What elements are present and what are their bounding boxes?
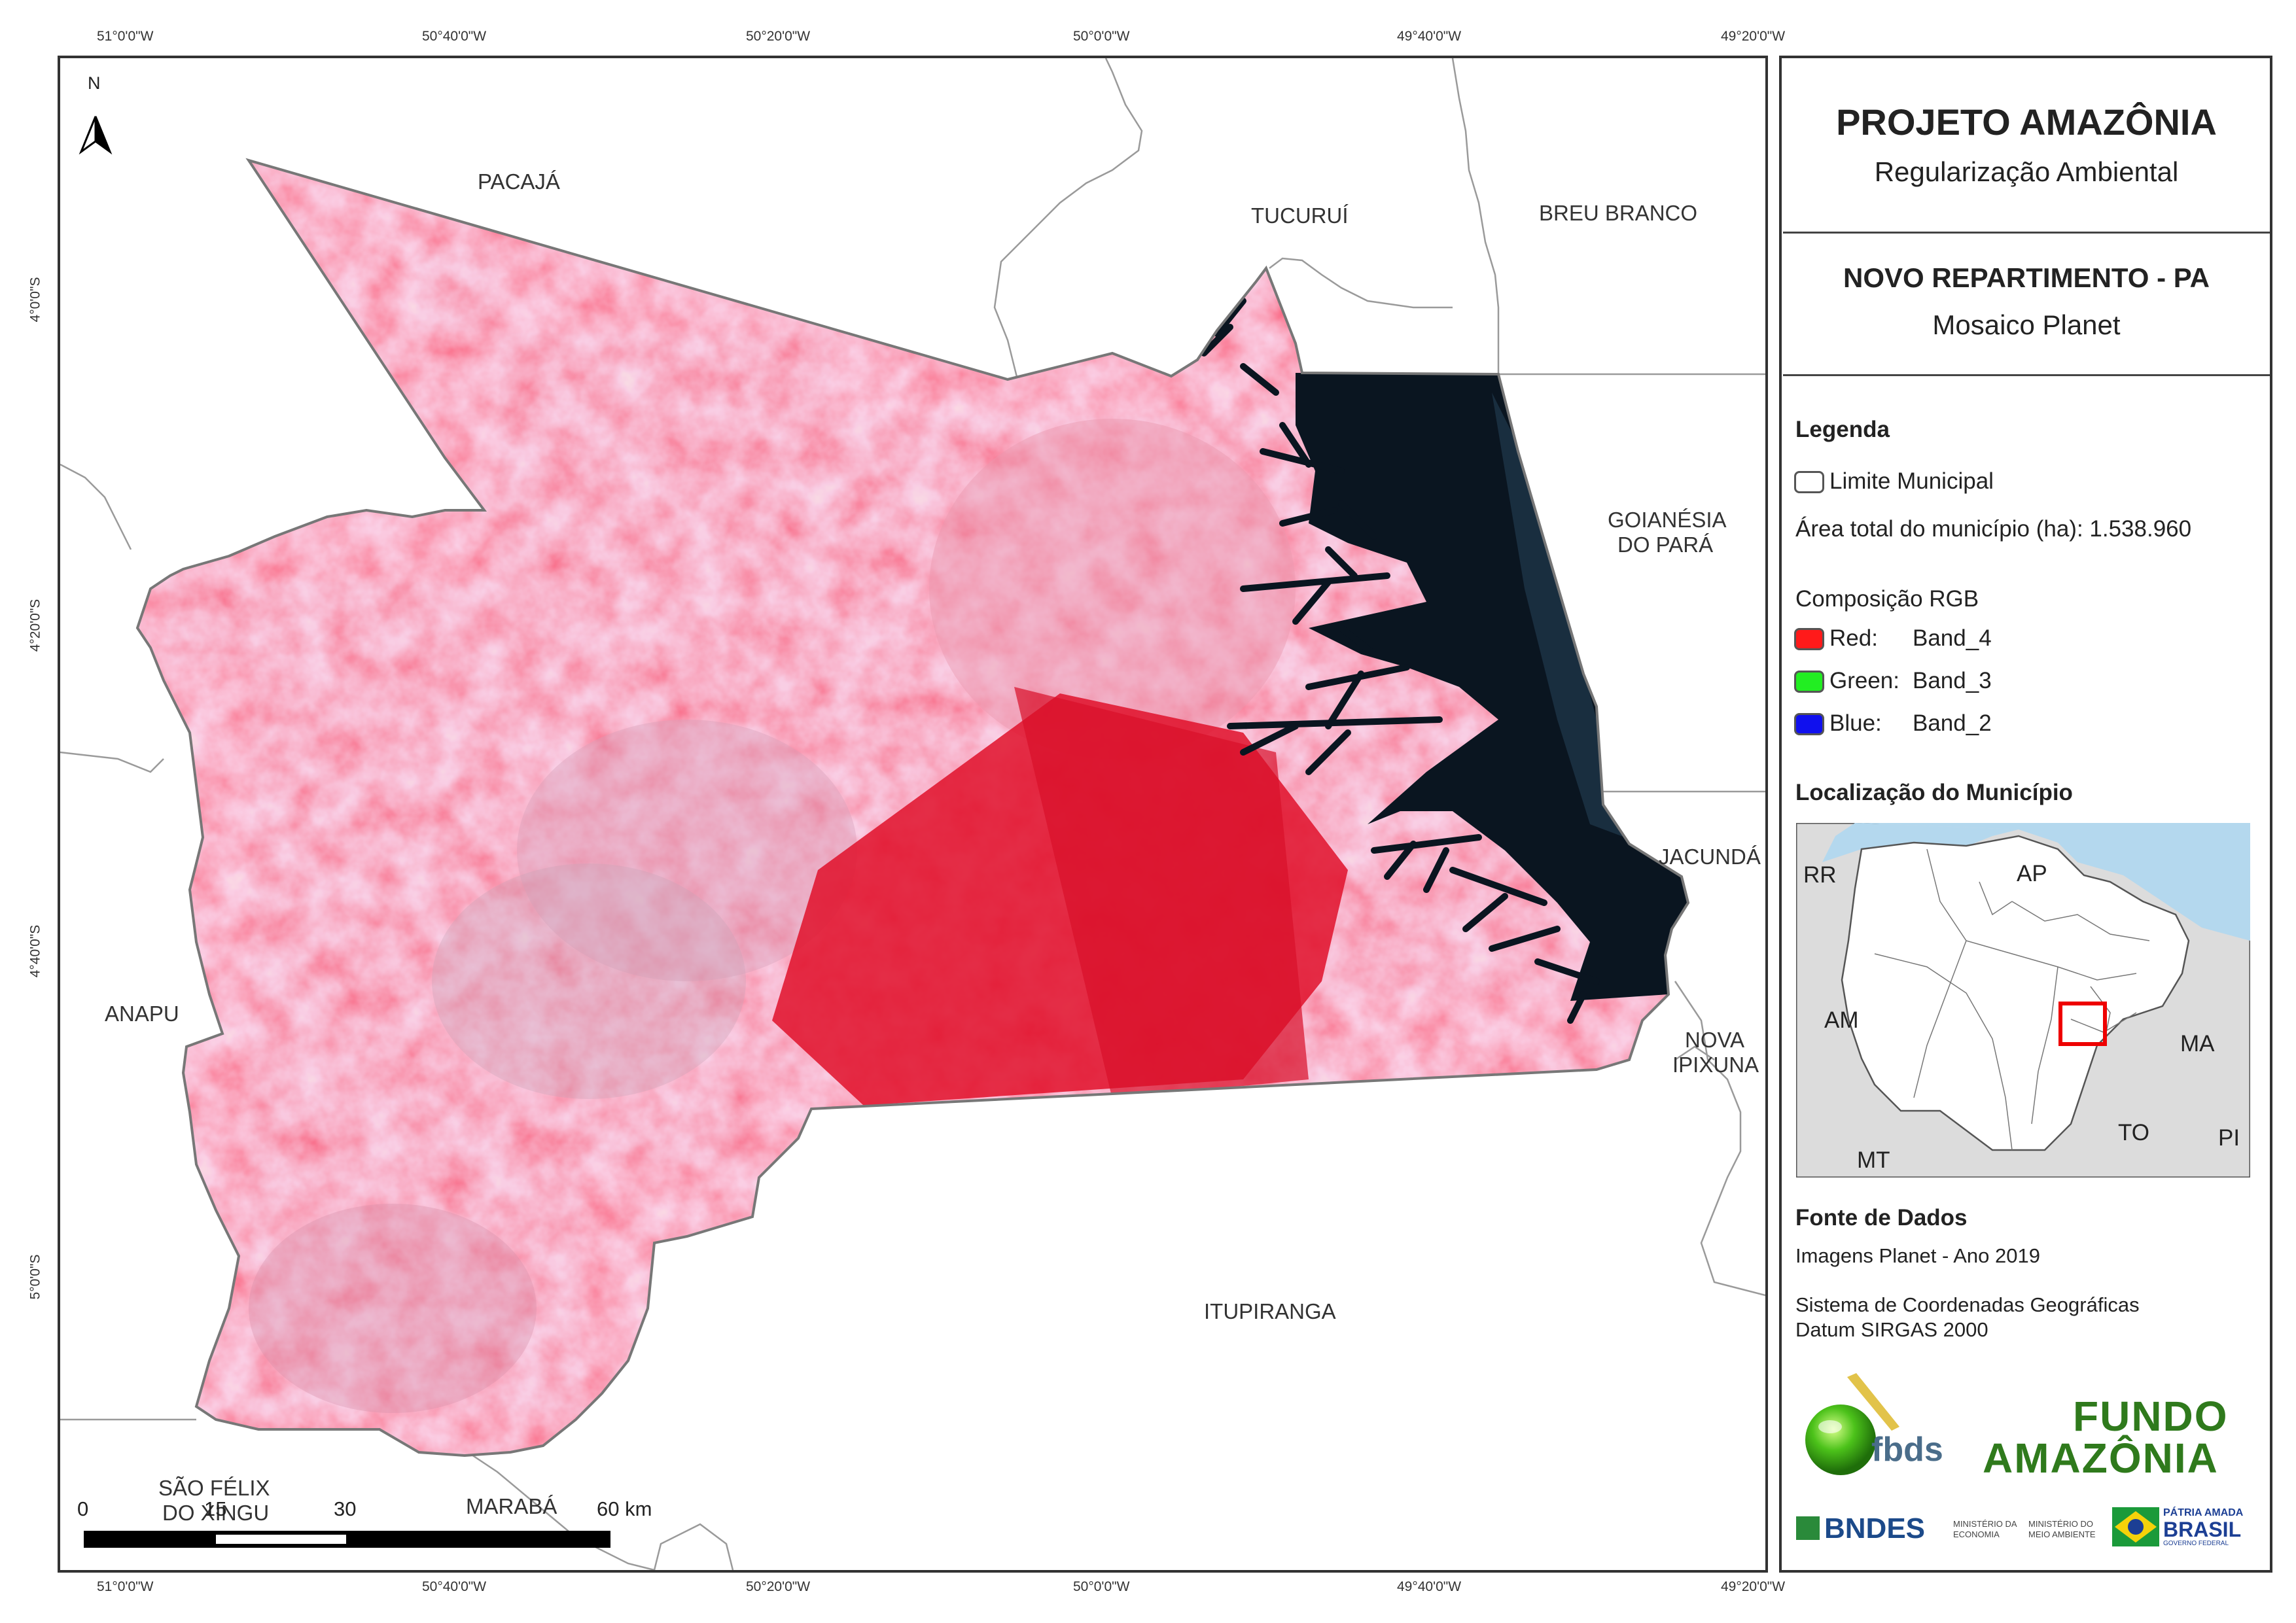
top-coord-4: 50°0'0"W — [1073, 29, 1130, 44]
brazil-flag-icon — [2112, 1507, 2159, 1546]
label-itupiranga: ITUPIRANGA — [1204, 1299, 1336, 1323]
legend-area-label: Área total do município (ha): 1.538.960 — [1795, 516, 2192, 542]
blue-band-label: Band_2 — [1913, 710, 1992, 736]
inset-label-rr: RR — [1803, 862, 1837, 888]
legend-boundary-label: Limite Municipal — [1829, 468, 1994, 494]
fbds-logo-text: fbds — [1871, 1431, 1943, 1469]
north-arrow-icon — [79, 116, 113, 155]
bottom-coord-4: 50°0'0"W — [1073, 1579, 1130, 1594]
ministry-environment-line1: MINISTÉRIO DO — [2028, 1519, 2093, 1529]
rgb-heading: Composição RGB — [1795, 586, 1979, 612]
scale-bar — [84, 1531, 610, 1548]
fundo-logo-line2: AMAZÔNIA — [1983, 1435, 2219, 1482]
patria-line2: BRASIL — [2163, 1518, 2242, 1541]
red-band-label: Band_4 — [1913, 625, 1992, 651]
crs-line-2: Datum SIRGAS 2000 — [1795, 1318, 1988, 1341]
label-sao-felix-1: SÃO FÉLIX — [158, 1476, 270, 1500]
bottom-coord-6: 49°20'0"W — [1721, 1579, 1786, 1594]
patria-line1: PÁTRIA AMADA — [2163, 1507, 2244, 1518]
inset-label-to: TO — [2118, 1120, 2149, 1145]
blue-swatch — [1794, 713, 1824, 735]
fbds-logo-icon — [1805, 1373, 1899, 1475]
scale-label-0: 0 — [77, 1497, 89, 1520]
blue-channel-label: Blue: — [1829, 710, 1882, 736]
scale-label-30: 30 — [334, 1497, 357, 1520]
municipality-title: NOVO REPARTIMENTO - PA — [1843, 262, 2210, 293]
label-anapu: ANAPU — [105, 1002, 179, 1026]
top-coord-1: 51°0'0"W — [97, 29, 154, 44]
inset-label-pi: PI — [2218, 1125, 2240, 1151]
fundo-logo-line1: FUNDO — [2073, 1393, 2229, 1440]
scale-label-15: 15 — [204, 1497, 227, 1520]
crs-line-1: Sistema de Coordenadas Geográficas — [1795, 1293, 2140, 1316]
satellite-map — [60, 58, 1765, 1570]
left-coord-2: 4°20'0"S — [27, 599, 43, 652]
north-label: N — [88, 73, 101, 93]
label-nova-ipixuna-2: IPIXUNA — [1672, 1053, 1759, 1077]
label-breu-branco: BREU BRANCO — [1539, 201, 1698, 225]
left-coord-1: 4°0'0"S — [27, 277, 43, 323]
patria-line3: GOVERNO FEDERAL — [2163, 1540, 2229, 1547]
top-coord-6: 49°20'0"W — [1721, 29, 1786, 44]
red-channel-label: Red: — [1829, 625, 1878, 651]
label-pacaja: PACAJÁ — [478, 169, 560, 194]
project-subtitle: Regularização Ambiental — [1874, 156, 2179, 187]
scale-label-60: 60 km — [597, 1497, 652, 1520]
sources-heading: Fonte de Dados — [1795, 1205, 1968, 1230]
green-band-label: Band_3 — [1913, 668, 1992, 693]
project-title: PROJETO AMAZÔNIA — [1836, 101, 2217, 143]
bndes-logo-icon — [1796, 1516, 1820, 1540]
green-channel-label: Green: — [1829, 668, 1899, 693]
inset-label-mt: MT — [1857, 1147, 1890, 1173]
label-sao-felix-2: DO XINGU — [162, 1501, 270, 1525]
bottom-coord-3: 50°20'0"W — [746, 1579, 811, 1594]
bndes-logo-text: BNDES — [1824, 1512, 1926, 1544]
ministry-economy-logo: MINISTÉRIO DA ECONOMIA — [1953, 1519, 2017, 1540]
bottom-coord-2: 50°40'0"W — [422, 1579, 487, 1594]
locator-map — [1796, 823, 2250, 1178]
label-maraba: MARABÁ — [466, 1494, 557, 1518]
legend-heading: Legenda — [1795, 417, 1890, 442]
label-tucurui: TUCURUÍ — [1251, 203, 1349, 228]
sources-images: Imagens Planet - Ano 2019 — [1795, 1244, 2040, 1267]
patria-logo: PÁTRIA AMADA BRASIL GOVERNO FEDERAL — [2163, 1507, 2243, 1547]
top-coord-3: 50°20'0"W — [746, 29, 811, 44]
ministry-environment-logo: MINISTÉRIO DO MEIO AMBIENTE — [2028, 1519, 2096, 1540]
label-nova-ipixuna-1: NOVA — [1685, 1028, 1745, 1052]
red-swatch — [1794, 628, 1824, 650]
left-coord-4: 5°0'0"S — [27, 1254, 43, 1300]
top-coord-5: 49°40'0"W — [1397, 29, 1462, 44]
municipality-section: NOVO REPARTIMENTO - PA Mosaico Planet — [1783, 234, 2270, 376]
left-coord-3: 4°40'0"S — [27, 924, 43, 978]
top-coord-2: 50°40'0"W — [422, 29, 487, 44]
boundary-swatch — [1794, 471, 1824, 493]
ministry-environment-line2: MEIO AMBIENTE — [2028, 1529, 2096, 1539]
location-heading: Localização do Município — [1795, 780, 2073, 805]
mosaic-subtitle: Mosaico Planet — [1932, 309, 2121, 340]
green-swatch — [1794, 671, 1824, 693]
bottom-coord-1: 51°0'0"W — [97, 1579, 154, 1594]
inset-label-ma: MA — [2180, 1031, 2215, 1056]
title-section: PROJETO AMAZÔNIA Regularização Ambiental — [1783, 58, 2270, 234]
inset-label-am: AM — [1824, 1007, 1859, 1033]
label-goianesia-2: DO PARÁ — [1617, 532, 1714, 557]
label-jacunda: JACUNDÁ — [1659, 845, 1761, 869]
legend-panel-border — [1779, 56, 2272, 1573]
label-goianesia-1: GOIANÉSIA — [1608, 508, 1727, 532]
ministry-economy-line1: MINISTÉRIO DA — [1953, 1519, 2017, 1529]
inset-label-ap: AP — [2017, 861, 2047, 886]
ministry-economy-line2: ECONOMIA — [1953, 1529, 2000, 1539]
bottom-coord-5: 49°40'0"W — [1397, 1579, 1462, 1594]
